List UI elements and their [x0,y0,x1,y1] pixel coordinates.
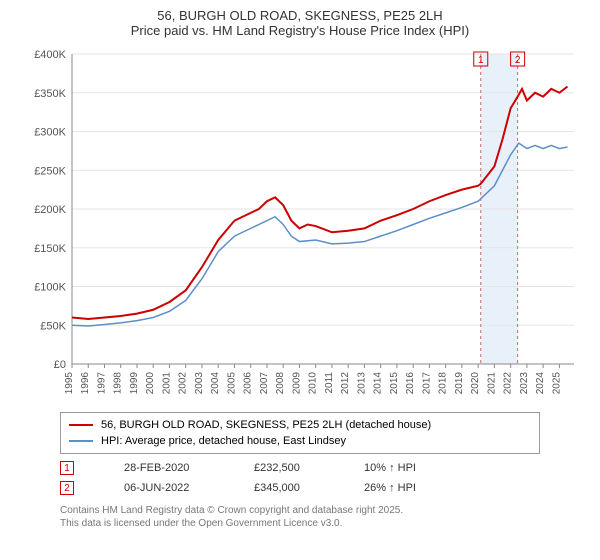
markers-table: 1 28-FEB-2020 £232,500 10% ↑ HPI 2 06-JU… [60,458,590,498]
svg-text:£300K: £300K [34,127,66,139]
svg-text:2004: 2004 [210,372,221,395]
svg-text:2012: 2012 [340,372,351,395]
marker-badge: 2 [60,481,74,495]
legend-item: 56, BURGH OLD ROAD, SKEGNESS, PE25 2LH (… [69,417,531,433]
svg-text:1995: 1995 [64,372,75,395]
marker-hpi: 10% ↑ HPI [364,462,464,474]
svg-text:2003: 2003 [194,372,205,395]
legend-label: HPI: Average price, detached house, East… [101,435,346,447]
svg-text:2020: 2020 [470,372,481,395]
svg-text:2017: 2017 [421,372,432,395]
svg-text:£50K: £50K [40,320,66,332]
svg-text:£150K: £150K [34,243,66,255]
chart-title-block: 56, BURGH OLD ROAD, SKEGNESS, PE25 2LH P… [10,8,590,38]
svg-text:2023: 2023 [519,372,530,395]
svg-text:2013: 2013 [356,372,367,395]
svg-text:£100K: £100K [34,282,66,294]
legend-item: HPI: Average price, detached house, East… [69,433,531,449]
svg-text:1: 1 [478,55,484,66]
svg-text:2005: 2005 [226,372,237,395]
svg-text:2016: 2016 [405,372,416,395]
svg-text:2015: 2015 [389,372,400,395]
svg-text:2022: 2022 [503,372,514,395]
svg-text:2007: 2007 [259,372,270,395]
svg-text:2011: 2011 [324,372,335,394]
svg-text:£250K: £250K [34,165,66,177]
legend-swatch [69,440,93,442]
svg-text:2025: 2025 [551,372,562,395]
svg-text:2000: 2000 [145,372,156,395]
marker-row: 2 06-JUN-2022 £345,000 26% ↑ HPI [60,478,590,498]
plot-area: £0 £50K £100K £150K £200K £250K £300K £350K £400… [22,44,582,404]
marker-hpi: 26% ↑ HPI [364,482,464,494]
footnote-line: Contains HM Land Registry data © Crown c… [60,504,590,517]
svg-text:£400K: £400K [34,49,66,61]
marker-date: 28-FEB-2020 [124,462,224,474]
svg-text:2019: 2019 [454,372,465,395]
svg-text:2014: 2014 [373,372,384,395]
svg-text:2006: 2006 [243,372,254,395]
svg-text:2002: 2002 [178,372,189,395]
legend-swatch [69,424,93,426]
line-chart-svg: £0 £50K £100K £150K £200K £250K £300K £350K £400… [22,44,582,404]
svg-text:£200K: £200K [34,204,66,216]
title-line-1: 56, BURGH OLD ROAD, SKEGNESS, PE25 2LH [10,8,590,23]
svg-text:2009: 2009 [291,372,302,395]
svg-text:£350K: £350K [34,88,66,100]
footnote-line: This data is licensed under the Open Gov… [60,517,590,530]
svg-text:£0: £0 [54,359,66,371]
svg-text:1996: 1996 [80,372,91,395]
svg-text:2018: 2018 [438,372,449,395]
marker-price: £345,000 [254,482,334,494]
svg-text:1997: 1997 [96,372,107,395]
title-line-2: Price paid vs. HM Land Registry's House … [10,23,590,38]
legend: 56, BURGH OLD ROAD, SKEGNESS, PE25 2LH (… [60,412,540,454]
footnote: Contains HM Land Registry data © Crown c… [60,504,590,530]
svg-text:2021: 2021 [486,372,497,395]
marker-row: 1 28-FEB-2020 £232,500 10% ↑ HPI [60,458,590,478]
svg-text:2001: 2001 [161,372,172,395]
chart-container: 56, BURGH OLD ROAD, SKEGNESS, PE25 2LH P… [0,0,600,534]
svg-text:2024: 2024 [535,372,546,395]
marker-badge: 1 [60,461,74,475]
svg-text:2010: 2010 [308,372,319,395]
marker-price: £232,500 [254,462,334,474]
svg-text:2: 2 [515,55,521,66]
marker-date: 06-JUN-2022 [124,482,224,494]
svg-text:2008: 2008 [275,372,286,395]
svg-text:1998: 1998 [113,372,124,395]
legend-label: 56, BURGH OLD ROAD, SKEGNESS, PE25 2LH (… [101,419,431,431]
svg-text:1999: 1999 [129,372,140,395]
